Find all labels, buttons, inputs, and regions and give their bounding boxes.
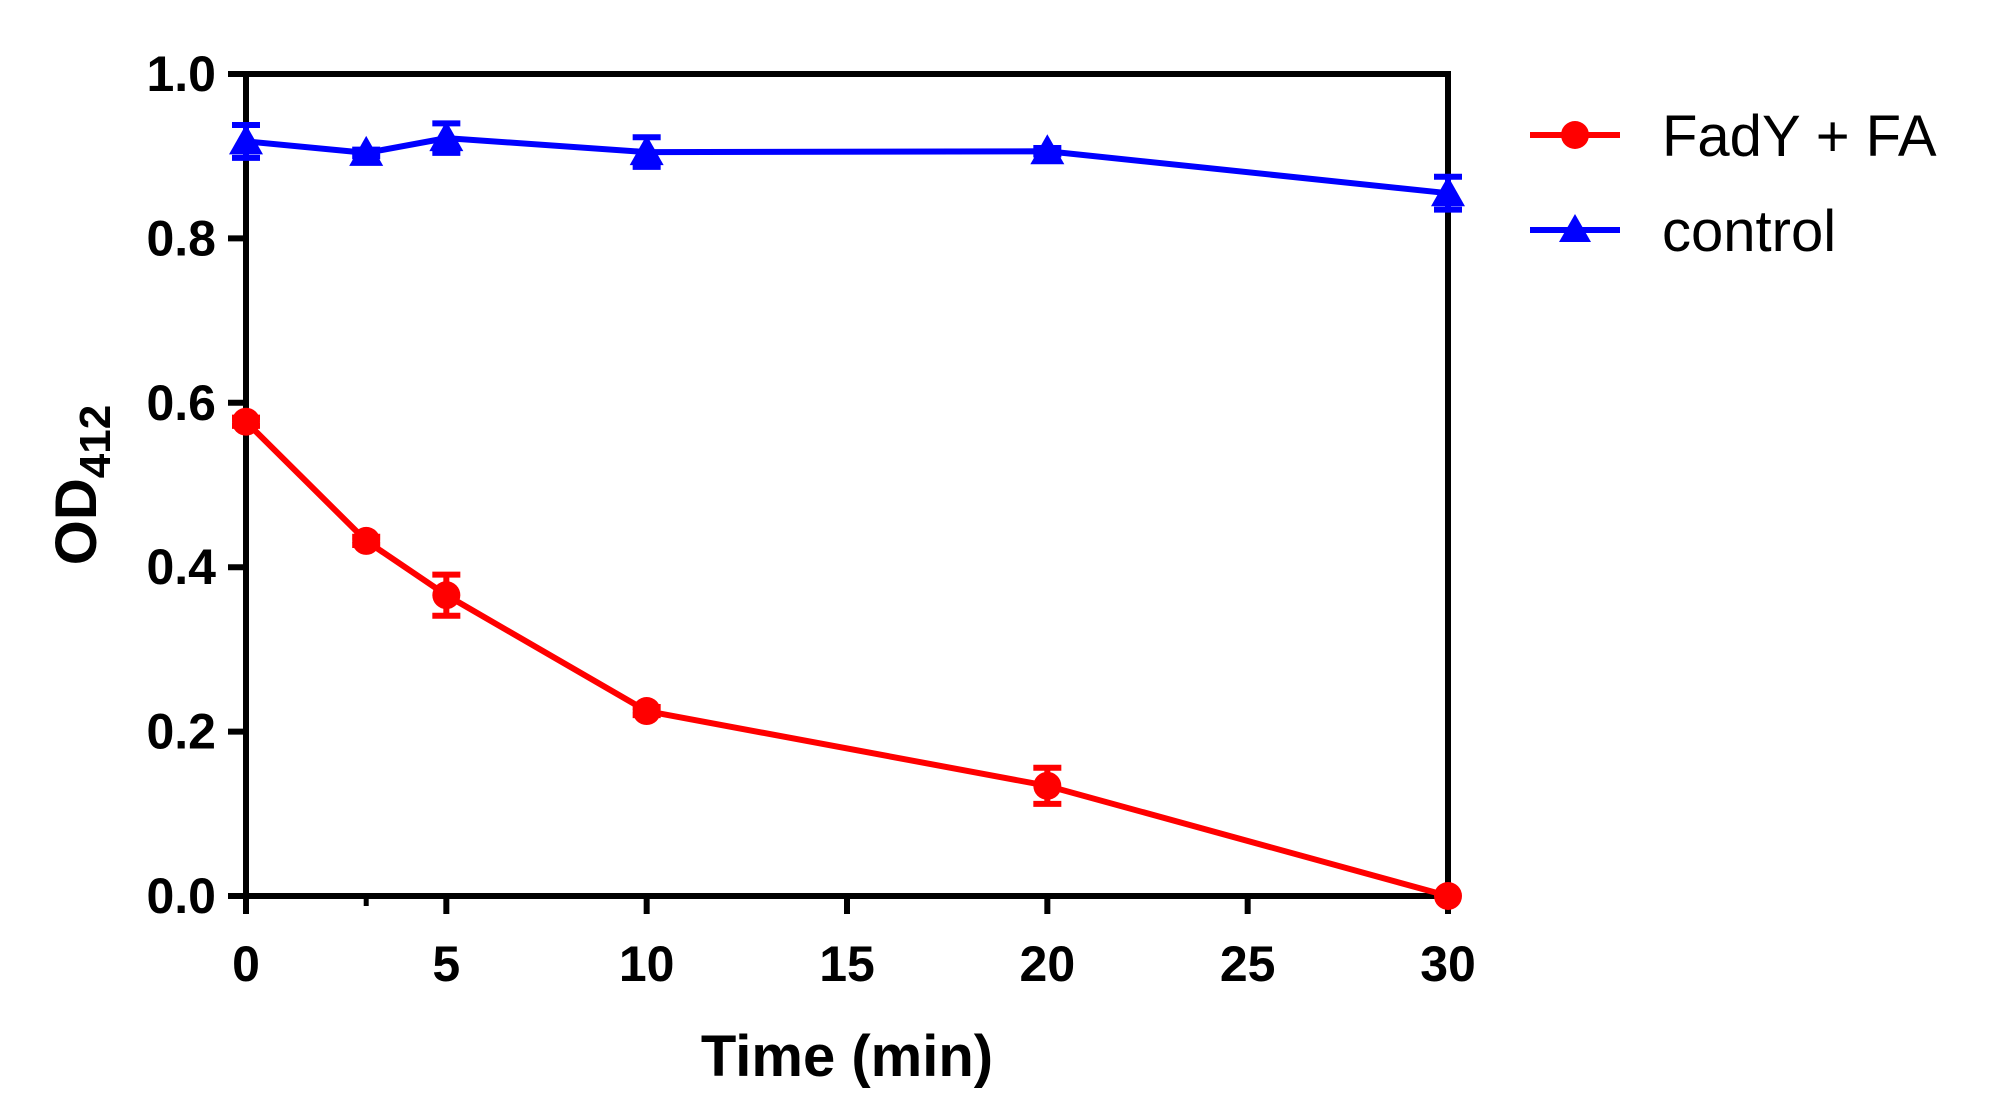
x-tick-label: 25 <box>1220 936 1276 992</box>
data-point <box>629 135 664 166</box>
data-point <box>349 135 384 166</box>
legend-label-control: control <box>1662 199 1836 264</box>
data-point <box>1030 134 1065 165</box>
series-line-fady-fa <box>243 419 1449 899</box>
series-control <box>229 120 1465 213</box>
y-tick-label: 1.0 <box>146 46 216 102</box>
x-tick-label: 15 <box>819 936 875 992</box>
legend-marker-fady-fa <box>1561 121 1589 149</box>
x-tick-label: 20 <box>1020 936 1076 992</box>
y-tick-label: 0.8 <box>146 210 216 266</box>
legend-item-control: control <box>1530 199 1836 264</box>
legend-label-fady-fa: FadY + FA <box>1662 104 1937 169</box>
plot-frame <box>243 71 1451 899</box>
y-axis-title-main: OD <box>44 478 109 565</box>
data-series <box>229 120 1465 910</box>
y-tick-label: 0.0 <box>146 868 216 924</box>
x-tick-label: 5 <box>432 936 460 992</box>
y-axis-title-subscript: 412 <box>71 405 120 478</box>
data-point <box>229 124 263 155</box>
x-axis-title: Time (min) <box>701 1024 993 1089</box>
data-point <box>1434 882 1462 910</box>
y-axis-title: OD412 <box>44 405 120 565</box>
x-tick-label: 30 <box>1420 936 1476 992</box>
y-tick-label: 0.2 <box>146 704 216 760</box>
legend: FadY + FA control <box>1530 104 1937 264</box>
data-point <box>1431 176 1465 207</box>
data-point <box>429 121 464 152</box>
x-ticks: 0 5 10 15 20 25 30 <box>232 896 1476 992</box>
data-point <box>632 697 661 726</box>
data-point <box>1033 771 1062 800</box>
legend-marker-control <box>1559 214 1591 242</box>
data-point <box>352 526 381 555</box>
axes <box>243 71 1451 899</box>
x-tick-label: 0 <box>232 936 260 992</box>
data-point <box>432 581 461 610</box>
y-tick-label: 0.6 <box>146 375 216 431</box>
legend-item-fady-fa: FadY + FA <box>1530 104 1937 169</box>
x-tick-label: 10 <box>619 936 675 992</box>
y-tick-label: 0.4 <box>146 539 216 595</box>
series-fady-fa <box>232 407 1462 910</box>
series-line-control <box>245 135 1449 197</box>
y-ticks: 0.0 0.2 0.4 0.6 0.8 1.0 <box>146 46 246 924</box>
data-point <box>232 407 260 436</box>
